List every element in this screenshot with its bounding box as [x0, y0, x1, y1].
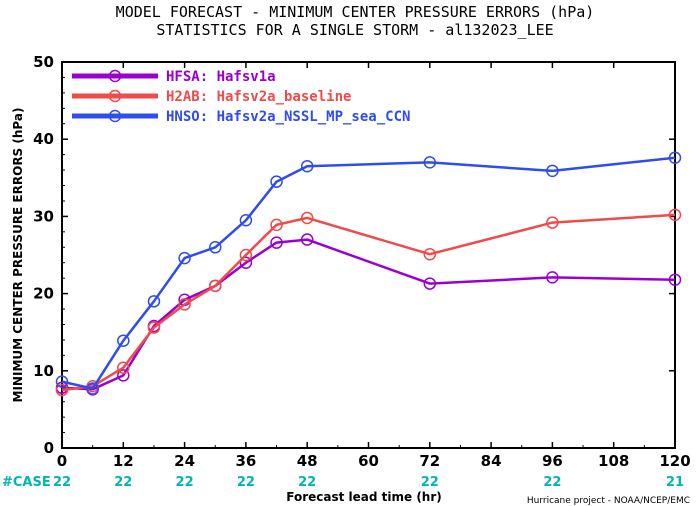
x-tick-label: 84	[481, 452, 502, 470]
y-axis-title: MINIMUM CENTER PRESSURE ERRORS (hPa)	[11, 108, 25, 403]
series-2-point	[55, 375, 69, 388]
series-2-point	[209, 241, 222, 254]
x-tick-label: 60	[358, 452, 379, 470]
series-2-point	[423, 156, 437, 169]
case-count: 21	[666, 475, 684, 490]
x-tick-label: 120	[659, 452, 690, 470]
legend-marker-0	[108, 69, 122, 83]
x-axis-title: Forecast lead time (hr)	[286, 490, 442, 504]
y-tick-label: 50	[33, 53, 54, 71]
series-2-point	[147, 295, 161, 308]
chart-title-line2: STATISTICS FOR A SINGLE STORM - al132023…	[156, 21, 553, 39]
series-line-2	[61, 156, 676, 390]
case-count: 22	[237, 475, 255, 490]
series-2-point	[178, 251, 191, 265]
series-0-point	[668, 273, 682, 286]
series-0-point	[117, 369, 130, 382]
legend-marker-2	[108, 109, 122, 123]
x-tick-label: 12	[113, 452, 134, 470]
legend-marker-1	[108, 89, 122, 103]
y-tick-label: 10	[33, 362, 54, 380]
x-tick-label: 96	[542, 452, 563, 470]
series-1-point	[300, 211, 314, 225]
series-0-point	[546, 271, 559, 284]
case-count: 22	[421, 475, 439, 490]
series-0-point	[270, 236, 283, 249]
case-count: 22	[53, 475, 71, 490]
series-1-point	[117, 361, 130, 374]
series-2-point	[546, 164, 559, 178]
series-1-point	[423, 247, 437, 261]
series-0-point	[239, 256, 253, 269]
series-1-point	[270, 218, 283, 232]
case-header: #CASE	[2, 475, 51, 490]
case-count: 22	[298, 475, 316, 490]
series-2-point	[270, 175, 283, 188]
credit-text: Hurricane project - NOAA/NCEP/EMC	[527, 496, 690, 506]
x-tick-label: 0	[57, 452, 67, 470]
series-2-point	[86, 382, 99, 395]
series-2-point	[300, 159, 314, 173]
series-1-point	[55, 383, 69, 397]
legend-label-0: HFSA: Hafsv1a	[166, 69, 276, 85]
series-1-point	[546, 216, 559, 229]
series-0-point	[300, 233, 314, 246]
legend-label-2: HNSO: Hafsv2a_NSSL_MP_sea_CCN	[166, 109, 410, 125]
chart-title-line1: MODEL FORECAST - MINIMUM CENTER PRESSURE…	[116, 3, 595, 21]
series-2-point	[117, 334, 130, 347]
series-line-0	[61, 238, 676, 391]
case-count: 22	[114, 475, 132, 490]
series-1-point	[668, 208, 682, 222]
y-tick-label: 40	[33, 130, 54, 148]
case-count: 22	[543, 475, 561, 490]
y-tick-label: 30	[33, 207, 54, 225]
x-tick-label: 72	[419, 452, 440, 470]
x-tick-label: 108	[598, 452, 629, 470]
y-tick-label: 0	[44, 439, 54, 457]
series-1-point	[178, 298, 191, 311]
x-tick-label: 48	[297, 452, 318, 470]
case-count: 22	[176, 475, 194, 490]
y-tick-label: 20	[33, 285, 54, 303]
legend-label-1: H2AB: Hafsv2a_baseline	[166, 89, 351, 105]
x-tick-label: 36	[235, 452, 256, 470]
series-0-point	[423, 277, 437, 290]
series-1-point	[209, 279, 222, 293]
series-2-point	[239, 214, 253, 227]
plot-area: 0 12 24 36 48 60 72 84 96 108 120 0 10 20 30 40 50 HFSA: …	[2, 53, 691, 490]
series-1-point	[239, 248, 253, 262]
x-tick-label: 24	[174, 452, 195, 470]
series-1-point	[147, 321, 161, 334]
series-2-point	[668, 151, 682, 164]
